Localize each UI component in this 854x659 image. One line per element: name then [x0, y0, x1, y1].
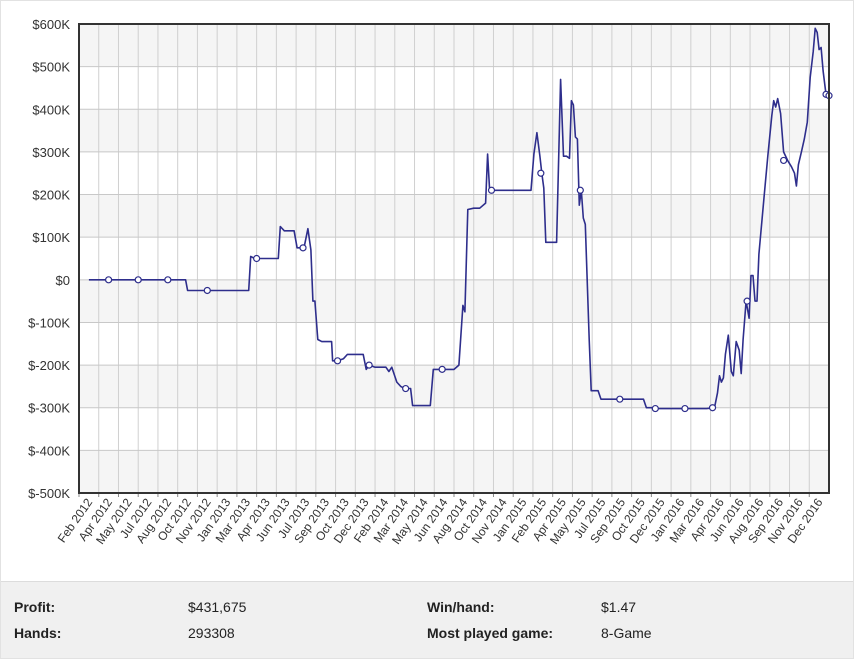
data-point[interactable]: [743, 297, 751, 305]
y-tick-label: $200K: [32, 188, 70, 203]
data-point[interactable]: [651, 404, 659, 413]
data-point[interactable]: [681, 404, 689, 413]
data-point[interactable]: [203, 286, 211, 295]
data-point[interactable]: [487, 186, 496, 194]
profit-value: $431,675: [188, 599, 247, 615]
data-point[interactable]: [105, 276, 113, 284]
y-tick-label: $600K: [32, 17, 70, 32]
y-tick-label: $0: [56, 273, 70, 288]
y-tick-label: $-400K: [28, 443, 70, 458]
y-tick-label: $100K: [32, 230, 70, 245]
winhand-value: $1.47: [601, 599, 637, 615]
series-line: [88, 27, 830, 410]
y-tick-label: $-100K: [28, 315, 70, 330]
data-point[interactable]: [299, 244, 307, 252]
data-point[interactable]: [708, 404, 717, 412]
y-tick-label: $400K: [32, 102, 70, 117]
data-point[interactable]: [576, 186, 584, 194]
most-played-game-label: Most played game:: [427, 625, 554, 641]
y-tick-label: $300K: [32, 145, 70, 160]
winhand-label: Win/hand:: [427, 599, 495, 615]
data-point[interactable]: [333, 357, 342, 365]
data-point[interactable]: [134, 276, 142, 284]
most-played-game-value: 8-Game: [601, 625, 652, 641]
profit-label: Profit:: [14, 599, 56, 615]
y-tick-label: $-200K: [28, 358, 70, 373]
data-point[interactable]: [537, 169, 545, 177]
plot-border: [78, 23, 830, 494]
y-axis: $-500K $-400K $-300K $-200K $-100K $0 $100K $20…: [28, 17, 70, 501]
data-point[interactable]: [780, 156, 788, 165]
data-point[interactable]: [365, 361, 373, 369]
hands-label: Hands:: [14, 625, 62, 641]
data-point[interactable]: [402, 384, 410, 393]
data-point[interactable]: [164, 276, 172, 284]
data-point[interactable]: [253, 254, 261, 263]
hands-value: 293308: [188, 625, 235, 641]
grid-lines: [79, 23, 829, 494]
profit-line-chart: $-500K $-400K $-300K $-200K $-100K $0 $100K $20…: [28, 17, 833, 547]
y-tick-label: $-300K: [28, 401, 70, 416]
data-point[interactable]: [616, 395, 624, 403]
stats-panel: Profit: $431,675 Win/hand: $1.47 Hands: …: [1, 581, 853, 658]
series-layer: [88, 27, 833, 413]
y-tick-label: $500K: [32, 60, 70, 75]
y-tick-label: $-500K: [28, 486, 70, 501]
data-point[interactable]: [438, 365, 446, 373]
